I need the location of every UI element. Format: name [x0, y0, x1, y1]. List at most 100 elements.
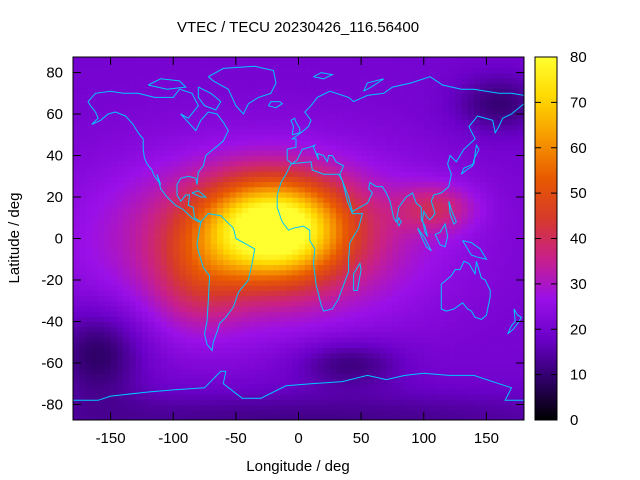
tec-cell: [348, 316, 356, 323]
tec-cell: [392, 181, 400, 188]
tec-cell: [361, 72, 368, 79]
tec-cell: [442, 337, 450, 343]
tec-cell: [455, 202, 462, 208]
tec-cell: [160, 108, 168, 115]
tec-cell: [342, 388, 350, 395]
tec-cell: [116, 202, 124, 208]
tec-cell: [404, 139, 412, 146]
tec-cell: [304, 243, 312, 250]
tec-cell: [179, 368, 187, 374]
tec-cell: [442, 264, 450, 271]
tec-cell: [185, 233, 193, 240]
tec-cell: [461, 279, 469, 286]
tec-cell: [85, 414, 93, 420]
tec-cell: [492, 347, 500, 354]
tec-cell: [298, 290, 306, 297]
tec-cell: [386, 254, 394, 260]
tec-cell: [430, 290, 437, 297]
tec-cell: [505, 129, 513, 136]
tec-cell: [116, 368, 124, 374]
tec-cell: [166, 93, 174, 100]
tec-cell: [304, 103, 312, 110]
tec-cell: [192, 165, 199, 172]
tec-cell: [354, 191, 362, 198]
tec-cell: [166, 305, 174, 312]
tec-cell: [298, 321, 306, 328]
tec-cell: [398, 378, 406, 385]
tec-cell: [229, 352, 237, 359]
tec-cell: [361, 176, 368, 183]
tec-cell: [141, 150, 149, 157]
tec-cell: [354, 316, 362, 323]
tec-cell: [204, 357, 212, 364]
tec-cell: [423, 165, 431, 172]
tec-cell: [85, 383, 93, 390]
tec-cell: [285, 119, 293, 126]
tec-cell: [223, 409, 231, 416]
tec-cell: [392, 72, 400, 79]
tec-cell: [367, 181, 375, 188]
tec-cell: [292, 285, 300, 291]
tec-cell: [448, 150, 456, 157]
tec-cell: [329, 409, 337, 416]
tec-cell: [292, 88, 300, 94]
tec-cell: [73, 378, 80, 385]
tec-cell: [79, 212, 87, 219]
tec-cell: [210, 217, 218, 224]
tec-cell: [342, 269, 350, 276]
tec-cell: [141, 103, 149, 110]
tec-cell: [379, 176, 387, 183]
tec-cell: [148, 181, 156, 188]
tec-cell: [154, 414, 162, 420]
tec-cell: [455, 259, 462, 266]
tec-cell: [398, 331, 406, 338]
tec-cell: [367, 103, 375, 110]
tec-cell: [79, 62, 87, 68]
tec-cell: [461, 155, 469, 162]
tec-cell: [242, 326, 249, 333]
tec-cell: [279, 399, 287, 406]
tec-cell: [123, 254, 130, 260]
tec-cell: [279, 337, 287, 343]
tec-cell: [116, 165, 124, 172]
tec-cell: [260, 404, 268, 411]
tec-cell: [336, 212, 343, 219]
tec-cell: [411, 124, 419, 131]
tec-cell: [273, 300, 281, 307]
tec-cell: [367, 134, 375, 141]
tec-cell: [248, 181, 256, 188]
tec-cell: [304, 269, 312, 276]
tec-cell: [373, 316, 381, 323]
tec-cell: [129, 373, 137, 380]
tec-cell: [217, 399, 224, 406]
tec-cell: [411, 191, 419, 198]
tec-cell: [386, 98, 394, 105]
tec-cell: [148, 191, 156, 198]
tec-cell: [254, 362, 262, 369]
tec-cell: [455, 72, 462, 79]
tec-cell: [110, 290, 118, 297]
tec-cell: [304, 197, 312, 203]
tec-cell: [229, 191, 237, 198]
tec-cell: [279, 150, 287, 157]
tec-cell: [311, 259, 318, 266]
tec-cell: [505, 212, 513, 219]
tec-cell: [285, 228, 293, 234]
tec-cell: [229, 103, 237, 110]
tec-cell: [198, 279, 206, 286]
tec-cell: [279, 264, 287, 271]
tec-cell: [154, 409, 162, 416]
tec-cell: [342, 362, 350, 369]
tec-cell: [517, 394, 524, 400]
tec-cell: [348, 222, 356, 229]
tec-cell: [467, 238, 475, 245]
tec-cell: [235, 222, 243, 229]
tec-cell: [285, 305, 293, 312]
tec-cell: [217, 378, 224, 385]
tec-cell: [179, 357, 187, 364]
tec-cell: [148, 139, 156, 146]
tec-cell: [311, 119, 318, 126]
tec-cell: [192, 233, 199, 240]
tec-cell: [473, 134, 481, 141]
tec-cell: [317, 98, 325, 105]
